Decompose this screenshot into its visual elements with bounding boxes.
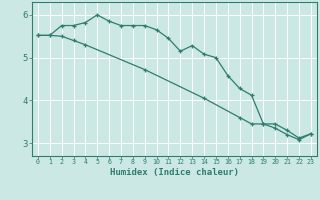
X-axis label: Humidex (Indice chaleur): Humidex (Indice chaleur) [110,168,239,177]
